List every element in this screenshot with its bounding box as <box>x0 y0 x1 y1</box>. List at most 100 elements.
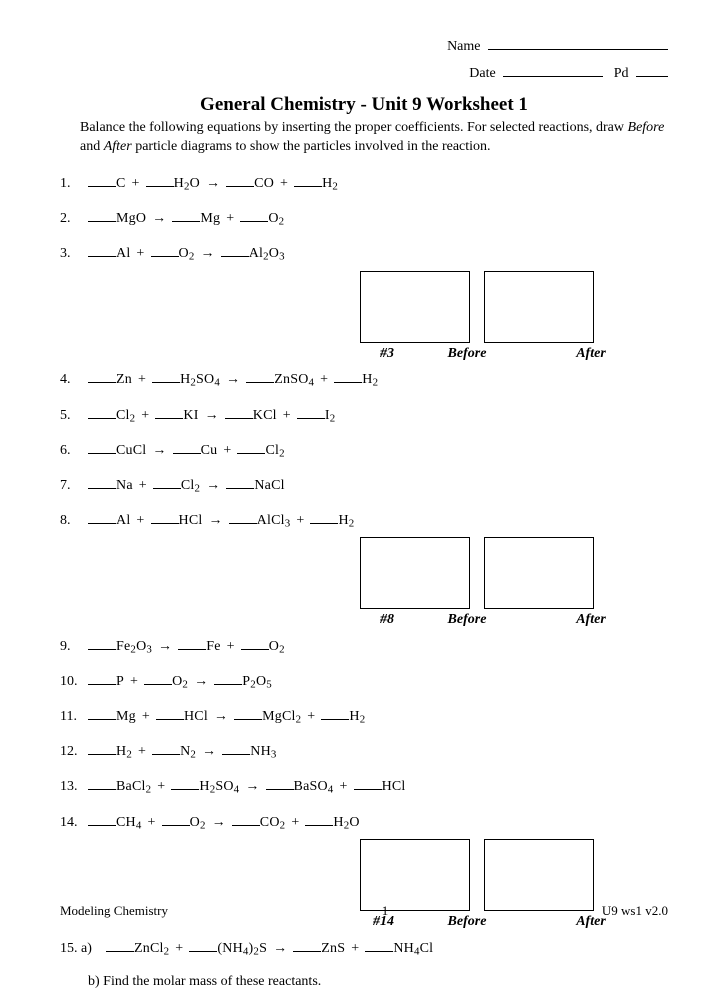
coefficient-blank[interactable] <box>229 510 257 524</box>
chemical-formula: BaSO4 <box>294 779 334 794</box>
coefficient-blank[interactable] <box>162 812 190 826</box>
problem-row: 11.Mg+HCl→MgCl2+H2 <box>60 706 668 727</box>
coefficient-blank[interactable] <box>88 776 116 790</box>
chemical-formula: HCl <box>382 779 406 794</box>
chemical-formula: NaCl <box>254 478 284 493</box>
pd-blank[interactable] <box>636 63 668 77</box>
coefficient-blank[interactable] <box>237 440 265 454</box>
before-box[interactable] <box>360 537 470 609</box>
coefficient-blank[interactable] <box>151 243 179 257</box>
coefficient-blank[interactable] <box>221 243 249 257</box>
coefficient-blank[interactable] <box>88 440 116 454</box>
problem-number: 2. <box>60 210 88 229</box>
arrow-icon: → <box>208 511 222 527</box>
coefficient-blank[interactable] <box>106 938 134 952</box>
plus-operator: + <box>226 211 234 226</box>
coefficient-blank[interactable] <box>88 671 116 685</box>
arrow-icon: → <box>273 939 287 955</box>
problem-row: 13.BaCl2+H2SO4→BaSO4+HCl <box>60 776 668 797</box>
chemical-formula: NH4Cl <box>393 941 433 956</box>
coefficient-blank[interactable] <box>153 475 181 489</box>
coefficient-blank[interactable] <box>321 706 349 720</box>
before-box[interactable] <box>360 839 470 911</box>
coefficient-blank[interactable] <box>88 812 116 826</box>
plus-operator: + <box>351 941 359 956</box>
coefficient-blank[interactable] <box>226 173 254 187</box>
arrow-icon: → <box>214 707 228 723</box>
coefficient-blank[interactable] <box>178 636 206 650</box>
coefficient-blank[interactable] <box>246 369 274 383</box>
coefficient-blank[interactable] <box>88 741 116 755</box>
coefficient-blank[interactable] <box>88 636 116 650</box>
coefficient-blank[interactable] <box>293 938 321 952</box>
coefficient-blank[interactable] <box>155 405 183 419</box>
equation: Al+O2→Al2O3 <box>88 243 668 264</box>
chemical-formula: ZnSO4 <box>274 372 314 387</box>
coefficient-blank[interactable] <box>88 243 116 257</box>
name-blank[interactable] <box>488 36 668 50</box>
before-box[interactable] <box>360 271 470 343</box>
coefficient-blank[interactable] <box>152 741 180 755</box>
coefficient-blank[interactable] <box>88 706 116 720</box>
chemical-formula: P2O5 <box>242 674 272 689</box>
problem-number: 14. <box>60 814 88 833</box>
chemical-formula: HCl <box>184 709 208 724</box>
coefficient-blank[interactable] <box>88 208 116 222</box>
problem-row: 6.CuCl→Cu+Cl2 <box>60 440 668 461</box>
chemical-formula: C <box>116 176 126 191</box>
before-label: Before <box>412 345 522 364</box>
chemical-formula: CO <box>254 176 274 191</box>
coefficient-blank[interactable] <box>189 938 217 952</box>
chemical-formula: ZnS <box>321 941 345 956</box>
coefficient-blank[interactable] <box>152 369 180 383</box>
coefficient-blank[interactable] <box>294 173 322 187</box>
coefficient-blank[interactable] <box>226 475 254 489</box>
coefficient-blank[interactable] <box>214 671 242 685</box>
problem-row: 15. a)ZnCl2+(NH4)2S→ZnS+NH4Cl <box>60 938 668 959</box>
coefficient-blank[interactable] <box>240 208 268 222</box>
coefficient-blank[interactable] <box>156 706 184 720</box>
chemical-formula: H2SO4 <box>199 779 239 794</box>
equation: CuCl→Cu+Cl2 <box>88 440 668 461</box>
problem-number: 4. <box>60 371 88 390</box>
coefficient-blank[interactable] <box>310 510 338 524</box>
coefficient-blank[interactable] <box>305 812 333 826</box>
coefficient-blank[interactable] <box>88 405 116 419</box>
coefficient-blank[interactable] <box>266 776 294 790</box>
coefficient-blank[interactable] <box>225 405 253 419</box>
plus-operator: + <box>339 779 347 794</box>
equation: Fe2O3→Fe+O2 <box>88 636 668 657</box>
coefficient-blank[interactable] <box>234 706 262 720</box>
chemical-formula: CuCl <box>116 443 146 458</box>
date-blank[interactable] <box>503 63 603 77</box>
coefficient-blank[interactable] <box>144 671 172 685</box>
date-label: Date <box>469 66 495 81</box>
equation: H2+N2→NH3 <box>88 741 668 762</box>
coefficient-blank[interactable] <box>222 741 250 755</box>
arrow-icon: → <box>194 672 208 688</box>
problem-number: 1. <box>60 175 88 194</box>
coefficient-blank[interactable] <box>297 405 325 419</box>
chemical-formula: P <box>116 674 124 689</box>
coefficient-blank[interactable] <box>241 636 269 650</box>
coefficient-blank[interactable] <box>88 173 116 187</box>
diagram-block: #8BeforeAfter <box>360 537 668 630</box>
coefficient-blank[interactable] <box>171 776 199 790</box>
coefficient-blank[interactable] <box>88 475 116 489</box>
coefficient-blank[interactable] <box>88 510 116 524</box>
coefficient-blank[interactable] <box>334 369 362 383</box>
coefficient-blank[interactable] <box>232 812 260 826</box>
problem-15b-text: b) Find the molar mass of these reactant… <box>88 973 668 992</box>
chemical-formula: HCl <box>179 513 203 528</box>
after-box[interactable] <box>484 271 594 343</box>
after-box[interactable] <box>484 537 594 609</box>
coefficient-blank[interactable] <box>354 776 382 790</box>
coefficient-blank[interactable] <box>88 369 116 383</box>
after-box[interactable] <box>484 839 594 911</box>
coefficient-blank[interactable] <box>172 208 200 222</box>
coefficient-blank[interactable] <box>365 938 393 952</box>
coefficient-blank[interactable] <box>151 510 179 524</box>
problem-row: 9.Fe2O3→Fe+O2 <box>60 636 668 657</box>
coefficient-blank[interactable] <box>173 440 201 454</box>
coefficient-blank[interactable] <box>146 173 174 187</box>
